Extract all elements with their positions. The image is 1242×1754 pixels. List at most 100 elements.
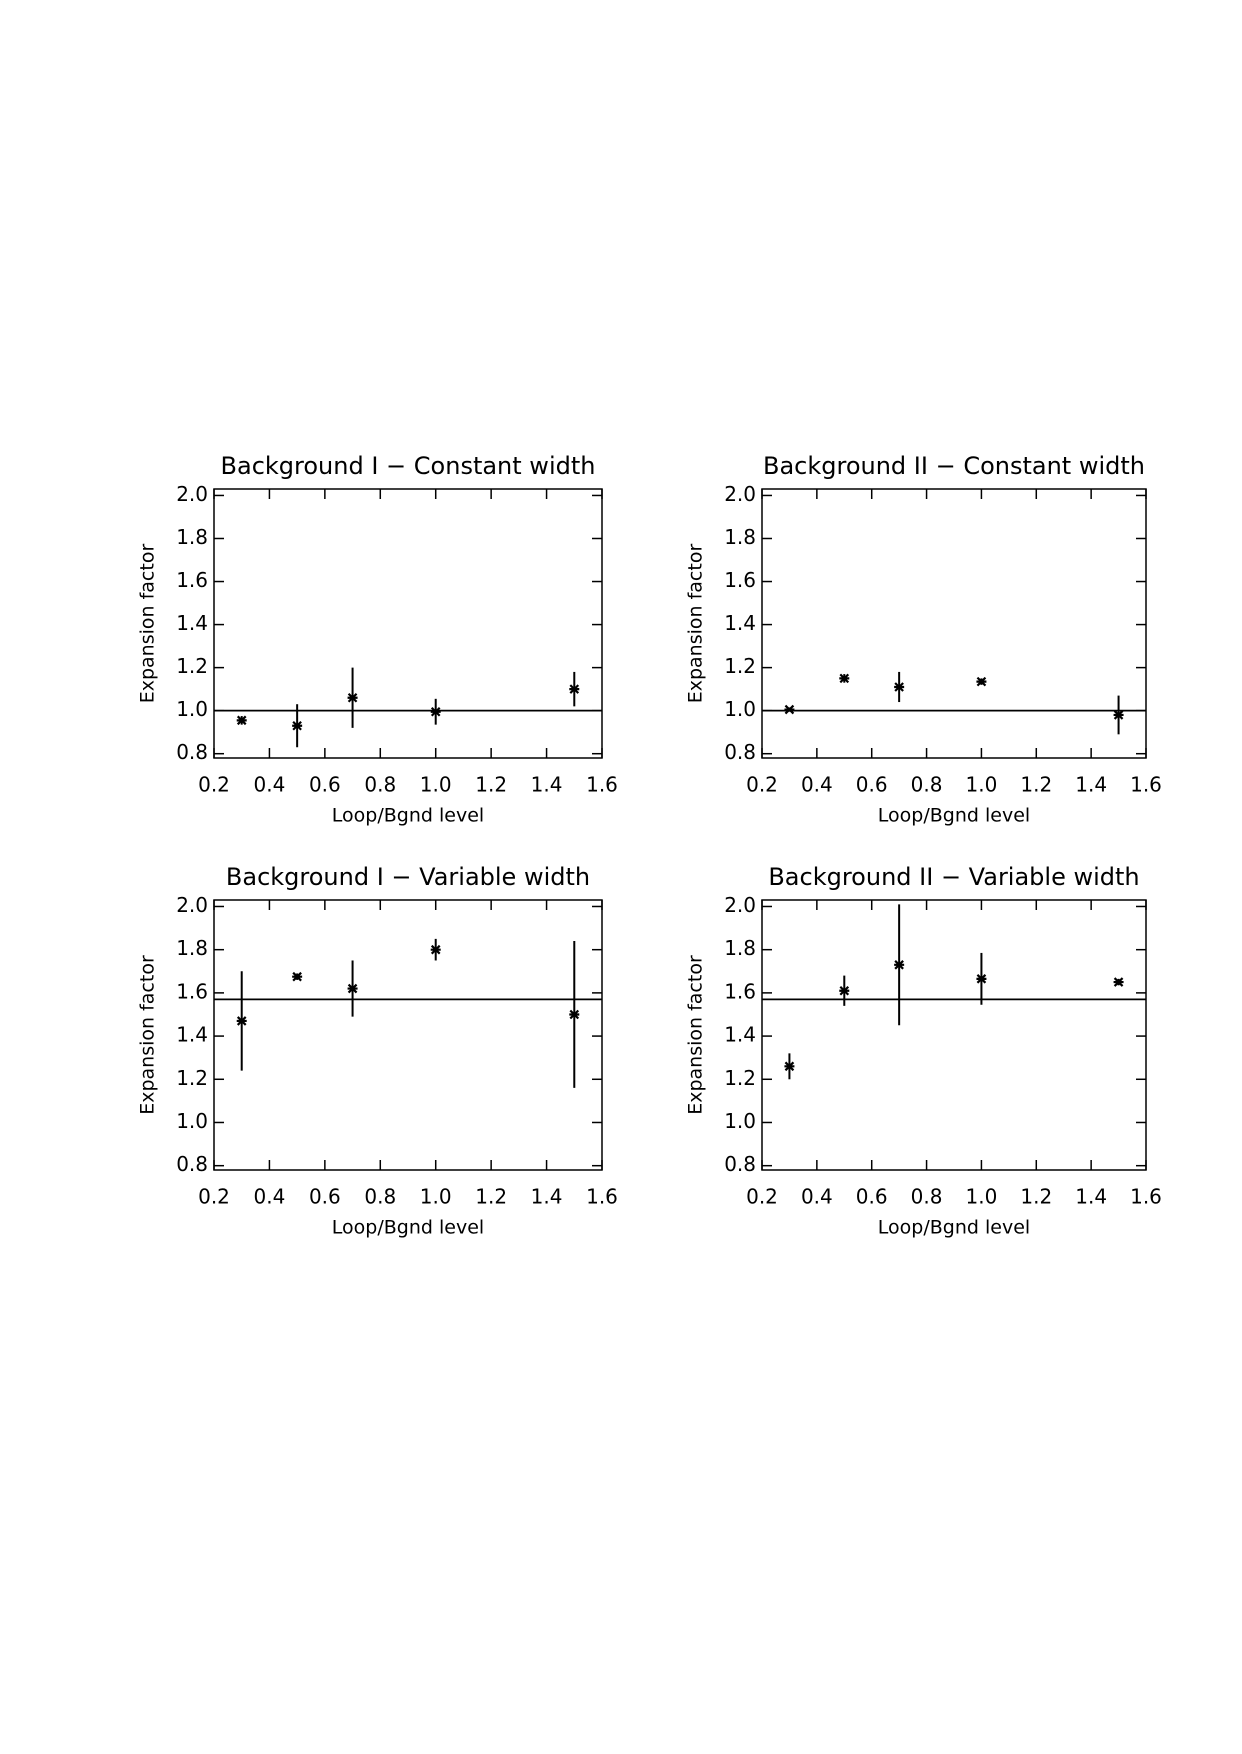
panel: Background I − Variable width Loop/Bgnd l…: [137, 863, 618, 1239]
x-tick-label: 1.0: [420, 773, 452, 797]
data-point: [784, 1061, 795, 1072]
data-point: [430, 706, 441, 717]
y-tick-label: 2.0: [724, 482, 756, 506]
y-tick-label: 1.6: [724, 568, 756, 592]
y-tick-label: 0.8: [724, 740, 756, 764]
plot-frame: [761, 488, 1147, 759]
data-point: [430, 944, 441, 955]
y-tick-label: 1.0: [176, 1109, 208, 1133]
data-point: [569, 684, 580, 694]
x-tick-label: 0.8: [911, 1185, 943, 1209]
y-tick-label: 1.8: [176, 936, 208, 960]
x-tick-label: 1.6: [586, 773, 618, 797]
y-tick-label: 1.0: [724, 1109, 756, 1133]
data-point: [1113, 710, 1124, 720]
x-tick-label: 1.0: [420, 1185, 452, 1209]
data-point: [784, 704, 795, 715]
x-tick-label: 1.2: [475, 773, 507, 797]
y-tick-label: 1.6: [176, 979, 208, 1003]
x-tick-label: 1.6: [1130, 773, 1162, 797]
y-tick-label: 0.8: [724, 1152, 756, 1176]
data-point: [347, 692, 358, 703]
data-point: [292, 720, 303, 731]
y-tick-label: 1.0: [724, 697, 756, 721]
x-axis-label: Loop/Bgnd level: [878, 1217, 1030, 1239]
y-tick-label: 1.2: [176, 654, 208, 678]
y-tick-label: 1.4: [724, 611, 756, 635]
data-point: [894, 682, 905, 692]
chart-title: Background II − Constant width: [763, 452, 1145, 480]
y-tick-label: 1.2: [176, 1066, 208, 1090]
y-axis-label: Expansion factor: [137, 955, 159, 1115]
panel: Background II − Variable width Loop/Bgnd …: [685, 863, 1162, 1239]
x-tick-label: 1.6: [586, 1185, 618, 1209]
x-tick-label: 0.6: [856, 1185, 888, 1209]
y-tick-label: 1.4: [176, 1023, 208, 1047]
x-tick-label: 0.6: [309, 1185, 341, 1209]
data-point: [839, 673, 850, 684]
x-tick-label: 0.4: [254, 1185, 286, 1209]
x-tick-label: 0.6: [856, 773, 888, 797]
x-tick-label: 0.6: [309, 773, 341, 797]
data-point: [894, 960, 905, 970]
y-tick-label: 2.0: [176, 893, 208, 917]
data-point: [236, 1016, 247, 1026]
y-tick-label: 1.4: [176, 611, 208, 635]
x-tick-label: 1.2: [475, 1185, 507, 1209]
data-point: [569, 1009, 580, 1020]
x-tick-label: 0.8: [364, 773, 396, 797]
plot-frame: [761, 899, 1147, 1171]
y-tick-label: 1.2: [724, 1066, 756, 1090]
x-tick-label: 0.8: [364, 1185, 396, 1209]
data-point: [347, 983, 358, 994]
plot-frame: [213, 488, 603, 759]
y-axis-label: Expansion factor: [137, 544, 159, 704]
x-tick-label: 0.4: [254, 773, 286, 797]
y-tick-label: 1.2: [724, 654, 756, 678]
x-tick-label: 1.0: [966, 773, 998, 797]
x-tick-label: 0.2: [746, 1185, 778, 1209]
x-tick-label: 0.4: [801, 773, 833, 797]
data-point: [976, 974, 987, 984]
data-point: [292, 971, 303, 982]
panel: Background II − Constant width Loop/Bgnd …: [685, 452, 1162, 827]
data-point: [976, 676, 987, 687]
y-tick-label: 1.8: [724, 936, 756, 960]
y-axis-label: Expansion factor: [685, 544, 707, 704]
x-tick-label: 0.8: [911, 773, 943, 797]
x-tick-label: 1.4: [531, 1185, 563, 1209]
x-tick-label: 1.4: [531, 773, 563, 797]
chart-title: Background II − Variable width: [768, 863, 1139, 891]
plot-frame: [213, 899, 603, 1171]
y-tick-label: 1.8: [724, 525, 756, 549]
x-tick-label: 1.2: [1020, 1185, 1052, 1209]
x-axis-label: Loop/Bgnd level: [878, 805, 1030, 827]
x-tick-label: 0.2: [746, 773, 778, 797]
chart-title: Background I − Variable width: [226, 863, 590, 891]
panel: Background I − Constant width Loop/Bgnd l…: [137, 452, 618, 827]
data-point: [839, 985, 850, 996]
y-tick-label: 1.6: [724, 979, 756, 1003]
y-tick-label: 1.8: [176, 525, 208, 549]
x-tick-label: 1.6: [1130, 1185, 1162, 1209]
x-tick-label: 1.4: [1075, 773, 1107, 797]
y-tick-label: 2.0: [176, 482, 208, 506]
y-axis-label: Expansion factor: [685, 955, 707, 1115]
x-tick-label: 0.4: [801, 1185, 833, 1209]
data-point: [236, 715, 247, 726]
y-tick-label: 0.8: [176, 1152, 208, 1176]
y-tick-label: 0.8: [176, 740, 208, 764]
x-axis-label: Loop/Bgnd level: [332, 1217, 484, 1239]
x-axis-label: Loop/Bgnd level: [332, 805, 484, 827]
x-tick-label: 1.2: [1020, 773, 1052, 797]
x-tick-label: 1.0: [966, 1185, 998, 1209]
y-tick-label: 1.6: [176, 568, 208, 592]
y-tick-label: 2.0: [724, 893, 756, 917]
chart-title: Background I − Constant width: [221, 452, 596, 480]
x-tick-label: 0.2: [198, 1185, 230, 1209]
x-tick-label: 0.2: [198, 773, 230, 797]
data-point: [1113, 977, 1124, 987]
y-tick-label: 1.0: [176, 697, 208, 721]
